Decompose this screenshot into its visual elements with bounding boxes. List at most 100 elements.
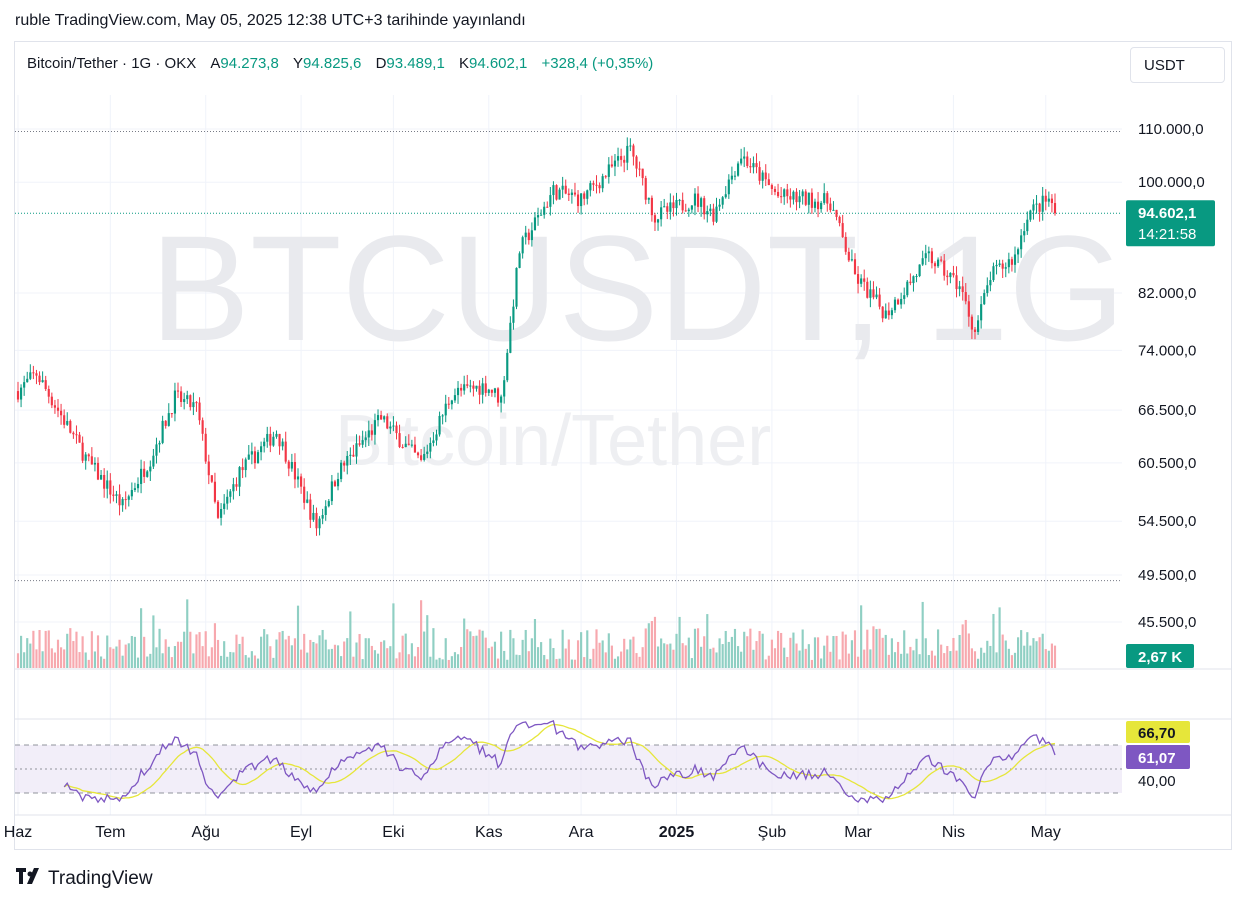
volume-bar — [180, 641, 183, 668]
candle-body — [663, 206, 666, 208]
volume-bar — [56, 639, 60, 668]
tradingview-brand: TradingView — [48, 868, 153, 889]
candle-body — [309, 499, 312, 520]
volume-bar — [1001, 634, 1004, 668]
volume-bar — [164, 639, 167, 668]
candle-body — [167, 413, 170, 426]
volume-bar — [943, 653, 946, 668]
candle-body — [650, 197, 653, 216]
volume-bar — [333, 644, 337, 668]
candle-body — [558, 189, 561, 200]
volume-bar — [272, 657, 275, 668]
candle-body — [1050, 198, 1053, 204]
candle-body — [487, 389, 490, 393]
volume-bar — [450, 656, 453, 668]
volume-bar — [770, 639, 773, 668]
candle-body — [930, 251, 933, 264]
candle-body — [121, 499, 124, 506]
volume-bar — [1041, 633, 1044, 668]
candle-body — [595, 184, 598, 186]
time-axis-label: Ara — [569, 824, 594, 841]
candle-body — [826, 193, 829, 204]
volume-bar — [758, 631, 761, 668]
candle-body — [395, 425, 398, 434]
volume-bar — [875, 629, 878, 668]
volume-bar — [161, 653, 164, 668]
candle-body — [724, 194, 727, 198]
volume-bar — [543, 655, 546, 668]
candle-body — [60, 410, 63, 416]
symbol-info-bar[interactable]: Bitcoin/Tether · 1G · OKX A94.273,8 Y94.… — [27, 55, 653, 72]
volume-bar — [623, 638, 626, 668]
volume-bar — [136, 657, 140, 668]
volume-bar — [853, 630, 857, 668]
volume-bar — [20, 635, 23, 668]
volume-bar — [1044, 649, 1047, 668]
candle-body — [207, 461, 210, 476]
volume-bar — [909, 646, 912, 668]
volume-bar — [1047, 650, 1050, 668]
volume-bar — [152, 615, 155, 668]
candle-body — [16, 391, 20, 400]
volume-bar — [81, 636, 84, 668]
candle-body — [133, 488, 137, 491]
volume-bar — [955, 650, 958, 668]
candle-body — [715, 206, 718, 222]
volume-bar — [16, 653, 20, 668]
volume-bar — [669, 643, 672, 668]
candle-body — [758, 167, 761, 181]
symbol-title[interactable]: Bitcoin/Tether · 1G · OKX — [27, 55, 197, 72]
volume-bar — [192, 653, 195, 668]
price-axis-label: 66.500,0 — [1138, 402, 1196, 419]
candle-body — [370, 430, 373, 435]
volume-bar — [780, 632, 783, 668]
tradingview-logo[interactable]: TradingView — [16, 868, 153, 890]
candle-body — [786, 189, 789, 197]
candle-body — [693, 193, 697, 206]
candle-body — [500, 396, 503, 403]
candle-body — [592, 183, 595, 185]
candle-body — [807, 192, 810, 205]
candle-body — [343, 462, 346, 466]
volume-bar — [500, 631, 503, 668]
volume-bar — [432, 628, 435, 668]
candle-body — [887, 310, 890, 316]
volume-bar — [724, 630, 727, 668]
candle-body — [93, 462, 97, 465]
volume-bar — [601, 640, 604, 668]
candle-body — [26, 378, 29, 383]
time-axis-label: May — [1031, 824, 1061, 841]
open-value: 94.273,8 — [220, 55, 279, 72]
candle-body — [490, 389, 493, 393]
volume-bar — [1013, 652, 1017, 668]
candle-body — [50, 396, 53, 406]
volume-bar — [878, 628, 881, 668]
volume-bar — [96, 635, 100, 668]
candle-body — [638, 168, 641, 170]
candle-body — [238, 467, 241, 487]
candle-body — [275, 433, 278, 437]
candle-body — [478, 385, 481, 395]
volume-bar — [496, 658, 500, 668]
volume-bar — [693, 628, 697, 668]
volume-bar — [340, 656, 343, 668]
rsi-ma-label: 66,70 — [1138, 725, 1176, 742]
candle-body — [721, 197, 724, 205]
candle-body — [155, 444, 158, 456]
candle-body — [958, 286, 961, 290]
currency-button[interactable]: USDT — [1130, 47, 1225, 83]
volume-bar — [986, 640, 989, 668]
volume-bar — [616, 656, 620, 668]
volume-bar — [336, 645, 340, 668]
volume-bar — [53, 652, 57, 668]
volume-bar — [933, 655, 937, 668]
volume-bar — [235, 634, 238, 668]
candle-body — [552, 185, 555, 196]
volume-bar — [903, 630, 906, 668]
candle-body — [890, 310, 893, 316]
volume-bar — [549, 638, 552, 668]
volume-bar — [395, 658, 398, 668]
volume-bar — [641, 647, 644, 668]
candle-body — [383, 416, 386, 420]
